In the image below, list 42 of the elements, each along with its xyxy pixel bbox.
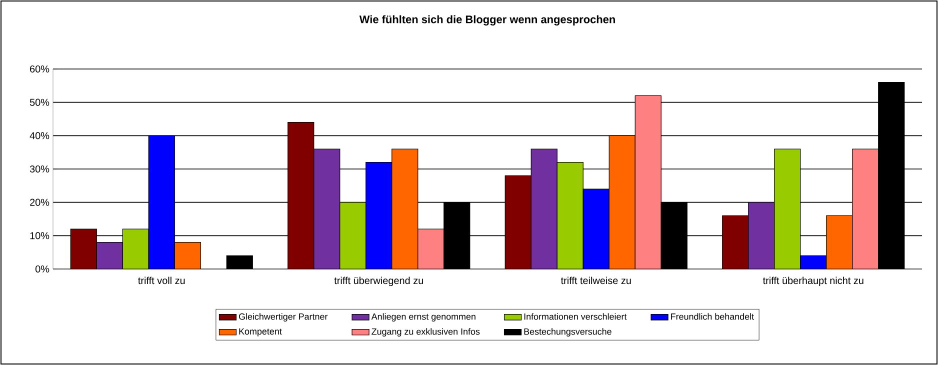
bar <box>122 228 149 269</box>
bar <box>70 228 97 269</box>
bar <box>366 162 392 269</box>
legend-label: Anliegen ernst genommen <box>371 313 476 322</box>
bar <box>722 215 749 269</box>
bar <box>288 122 314 269</box>
x-tick-label: trifft voll zu <box>138 276 185 284</box>
legend-label: Zugang zu exklusiven Infos <box>372 328 480 337</box>
legend-label: Informationen verschleiert <box>524 313 627 320</box>
bar <box>418 228 444 269</box>
bar <box>634 95 662 269</box>
x-tick-label: trifft überhaupt nicht zu <box>762 276 864 286</box>
bar <box>530 148 558 269</box>
bar <box>556 162 584 269</box>
bar <box>96 242 123 269</box>
bar <box>852 148 879 269</box>
bar <box>826 215 853 269</box>
chart-title: Wie fühlten sich die Blogger wenn angesprochen <box>359 15 615 26</box>
bar <box>608 135 636 269</box>
y-tick-label: 40% <box>30 132 50 140</box>
bar <box>314 148 340 269</box>
bar <box>174 242 201 269</box>
legend-label: Gleichwertiger Partner <box>238 313 328 322</box>
bar <box>392 148 418 269</box>
x-tick-label: trifft teilweise zu <box>560 276 631 284</box>
legend-label: Freundlich behandelt <box>671 313 754 320</box>
bar <box>748 202 775 269</box>
legend-label: Bestechungsversuche <box>524 328 612 337</box>
y-tick-label: 10% <box>30 232 50 240</box>
bar <box>504 175 532 269</box>
y-tick-label: 30% <box>30 165 50 173</box>
legend-label: Kompetent <box>239 328 282 336</box>
y-tick-label: 20% <box>30 198 50 206</box>
bar <box>582 188 610 269</box>
x-tick-label: trifft überwiegend zu <box>334 276 423 286</box>
bar <box>148 135 175 269</box>
y-tick-label: 60% <box>30 65 50 73</box>
bar <box>774 148 801 269</box>
bar <box>800 255 827 269</box>
y-tick-label: 50% <box>30 98 50 106</box>
y-tick-label: 0% <box>35 265 50 273</box>
bar <box>340 202 366 269</box>
